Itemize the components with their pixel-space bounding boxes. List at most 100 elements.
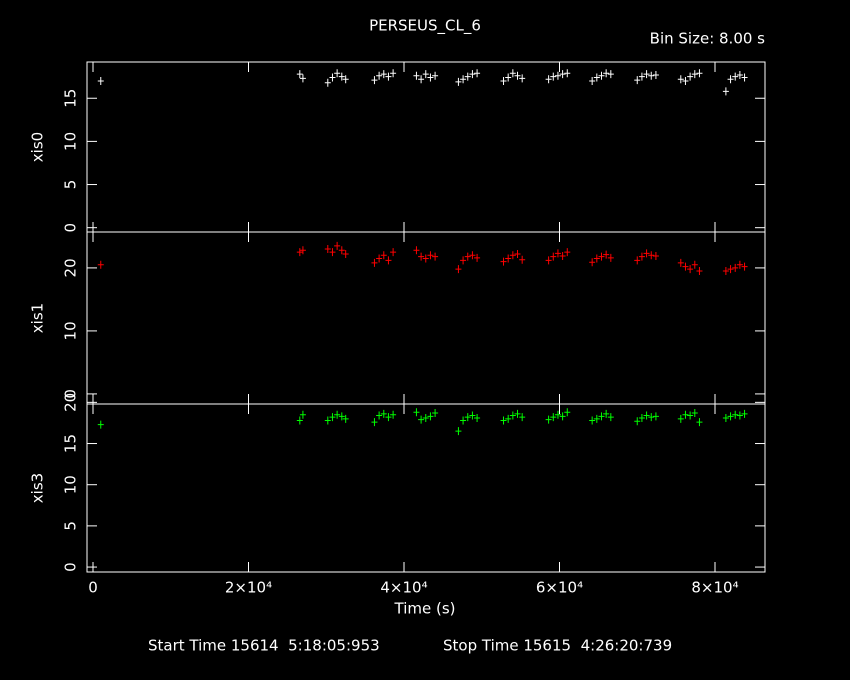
- data-point: [722, 267, 729, 276]
- data-point: [324, 245, 331, 254]
- data-point: [509, 69, 516, 78]
- data-point: [342, 75, 349, 84]
- data-point: [324, 78, 331, 87]
- data-point: [682, 262, 689, 271]
- x-tick-label: 2×10⁴: [225, 579, 272, 597]
- data-point: [634, 76, 641, 85]
- y-tick-label: 15: [62, 89, 80, 108]
- data-point: [687, 411, 694, 420]
- data-point: [413, 408, 420, 417]
- data-point: [334, 69, 341, 78]
- data-point: [564, 408, 571, 417]
- data-point: [342, 250, 349, 259]
- data-point: [432, 409, 439, 418]
- data-point: [376, 411, 383, 420]
- data-point: [727, 412, 734, 421]
- data-point: [500, 416, 507, 425]
- data-point: [598, 252, 605, 261]
- y-tick-label: 0: [62, 562, 80, 572]
- data-point: [376, 254, 383, 263]
- data-point: [500, 76, 507, 85]
- data-point: [296, 70, 303, 79]
- data-point: [648, 413, 655, 422]
- x-axis-label: Time (s): [394, 600, 456, 618]
- data-point: [643, 70, 650, 79]
- data-point: [500, 257, 507, 266]
- data-point: [682, 76, 689, 85]
- data-point: [589, 258, 596, 267]
- data-point: [371, 258, 378, 267]
- data-point: [545, 75, 552, 84]
- data-point: [589, 76, 596, 85]
- data-point: [380, 409, 387, 418]
- data-point: [550, 252, 557, 261]
- data-point: [545, 415, 552, 424]
- data-point: [736, 260, 743, 269]
- data-point: [564, 69, 571, 78]
- data-point: [652, 70, 659, 79]
- data-point: [97, 260, 104, 269]
- data-point: [607, 253, 614, 262]
- y-tick-label: 0: [62, 223, 80, 233]
- data-point: [371, 418, 378, 427]
- data-point: [469, 251, 476, 260]
- data-point: [545, 256, 552, 265]
- data-point: [329, 248, 336, 257]
- data-point: [554, 249, 561, 258]
- data-point: [607, 413, 614, 422]
- data-point: [677, 414, 684, 423]
- data-point: [469, 70, 476, 79]
- data-point: [732, 72, 739, 81]
- data-point: [371, 76, 378, 85]
- data-point: [334, 410, 341, 419]
- data-point: [736, 411, 743, 420]
- y-tick-label: 20: [62, 393, 80, 412]
- chart-title: PERSEUS_CL_6: [369, 17, 481, 36]
- data-point: [648, 251, 655, 260]
- data-point: [413, 71, 420, 80]
- y-tick-label: 10: [62, 132, 80, 151]
- x-tick-label: 0: [88, 579, 98, 597]
- data-point: [514, 250, 521, 259]
- data-point: [722, 414, 729, 422]
- data-point: [598, 71, 605, 80]
- start-time: Start Time 15614 5:18:05:953: [148, 637, 380, 655]
- data-point: [514, 71, 521, 80]
- data-point: [519, 74, 526, 83]
- data-point: [638, 72, 645, 81]
- data-point: [505, 414, 512, 423]
- data-point: [474, 414, 481, 422]
- data-point: [550, 413, 557, 422]
- data-point: [648, 71, 655, 80]
- data-point: [338, 246, 345, 255]
- data-point: [338, 412, 345, 421]
- data-point: [299, 410, 306, 419]
- y-tick-label: 5: [62, 180, 80, 190]
- data-point: [691, 260, 698, 269]
- y-tick-label: 10: [62, 475, 80, 494]
- data-point: [643, 411, 650, 420]
- panel-frame: [86, 403, 766, 573]
- y-axis-label: xis0: [29, 132, 47, 162]
- data-point: [559, 70, 566, 79]
- data-point: [593, 254, 600, 263]
- data-point: [455, 427, 462, 436]
- data-point: [390, 248, 397, 257]
- data-point: [329, 73, 336, 82]
- data-point: [329, 413, 336, 422]
- bin-size: Bin Size: 8.00 s: [650, 30, 766, 48]
- data-point: [299, 74, 306, 83]
- data-point: [422, 254, 429, 263]
- data-point: [514, 409, 521, 418]
- data-point: [432, 252, 439, 261]
- data-point: [564, 248, 571, 257]
- data-point: [469, 411, 476, 420]
- x-tick-label: 4×10⁴: [380, 579, 427, 597]
- data-point: [460, 416, 467, 425]
- stop-time: Stop Time 15615 4:26:20:739: [443, 637, 672, 655]
- data-point: [687, 72, 694, 81]
- data-point: [519, 255, 526, 264]
- data-point: [687, 265, 694, 274]
- data-point: [634, 256, 641, 265]
